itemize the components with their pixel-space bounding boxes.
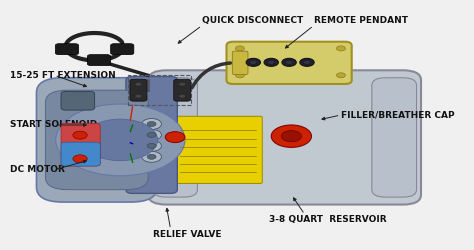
Bar bbox=[128, 75, 191, 105]
Circle shape bbox=[56, 104, 185, 176]
Text: REMOTE PENDANT: REMOTE PENDANT bbox=[314, 16, 408, 25]
Circle shape bbox=[147, 154, 156, 159]
Text: QUICK DISCONNECT: QUICK DISCONNECT bbox=[202, 16, 303, 25]
FancyBboxPatch shape bbox=[153, 78, 198, 197]
Circle shape bbox=[337, 46, 346, 51]
Circle shape bbox=[135, 82, 142, 86]
FancyBboxPatch shape bbox=[174, 79, 191, 101]
Circle shape bbox=[179, 82, 186, 86]
Circle shape bbox=[147, 132, 156, 138]
Circle shape bbox=[73, 131, 87, 139]
Circle shape bbox=[236, 73, 245, 78]
Circle shape bbox=[337, 73, 346, 78]
Circle shape bbox=[236, 46, 245, 51]
FancyBboxPatch shape bbox=[46, 90, 148, 190]
FancyBboxPatch shape bbox=[126, 76, 177, 193]
Text: DC MOTOR: DC MOTOR bbox=[9, 165, 64, 174]
Circle shape bbox=[246, 58, 261, 66]
Circle shape bbox=[142, 130, 162, 140]
Circle shape bbox=[281, 130, 301, 142]
Circle shape bbox=[250, 60, 257, 64]
Text: RELIEF VALVE: RELIEF VALVE bbox=[153, 230, 221, 239]
Circle shape bbox=[165, 132, 185, 142]
Circle shape bbox=[142, 118, 162, 130]
Circle shape bbox=[147, 122, 156, 126]
Circle shape bbox=[300, 58, 314, 66]
FancyBboxPatch shape bbox=[87, 54, 110, 66]
FancyBboxPatch shape bbox=[61, 92, 95, 110]
FancyBboxPatch shape bbox=[173, 116, 262, 184]
Circle shape bbox=[83, 119, 158, 161]
Circle shape bbox=[282, 58, 296, 66]
FancyBboxPatch shape bbox=[36, 78, 157, 202]
FancyBboxPatch shape bbox=[148, 70, 421, 204]
FancyBboxPatch shape bbox=[55, 44, 79, 55]
Text: START SOLENOID: START SOLENOID bbox=[9, 120, 97, 130]
FancyBboxPatch shape bbox=[130, 79, 147, 101]
Circle shape bbox=[268, 60, 275, 64]
Circle shape bbox=[147, 144, 156, 148]
FancyBboxPatch shape bbox=[372, 78, 417, 197]
Circle shape bbox=[264, 58, 278, 66]
FancyBboxPatch shape bbox=[110, 44, 134, 55]
FancyBboxPatch shape bbox=[227, 42, 352, 84]
Circle shape bbox=[142, 151, 162, 162]
FancyBboxPatch shape bbox=[61, 123, 100, 166]
Circle shape bbox=[179, 94, 186, 98]
Circle shape bbox=[73, 155, 87, 163]
Text: 3-8 QUART  RESERVOIR: 3-8 QUART RESERVOIR bbox=[269, 215, 387, 224]
Circle shape bbox=[135, 94, 142, 98]
Text: FILLER/BREATHER CAP: FILLER/BREATHER CAP bbox=[340, 110, 454, 120]
Circle shape bbox=[285, 60, 292, 64]
Circle shape bbox=[303, 60, 310, 64]
Circle shape bbox=[271, 125, 311, 147]
Circle shape bbox=[142, 140, 162, 151]
FancyBboxPatch shape bbox=[61, 142, 100, 166]
Text: 15-25 FT EXTENSION: 15-25 FT EXTENSION bbox=[9, 71, 115, 80]
FancyBboxPatch shape bbox=[232, 51, 248, 74]
